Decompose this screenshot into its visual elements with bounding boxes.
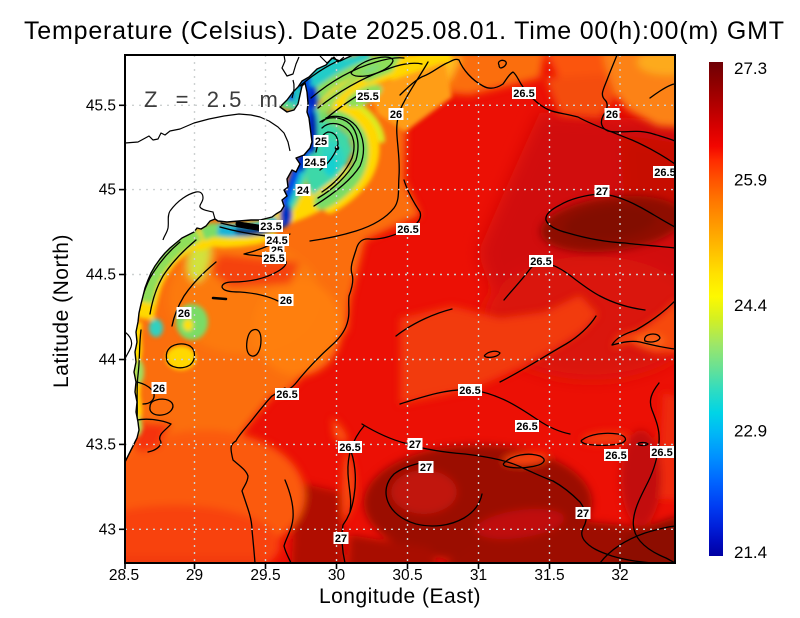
svg-text:43: 43 <box>99 521 116 538</box>
svg-text:24: 24 <box>297 185 310 197</box>
svg-text:26.5: 26.5 <box>516 421 537 433</box>
svg-text:45.5: 45.5 <box>86 97 116 114</box>
svg-text:27.3: 27.3 <box>734 59 767 78</box>
svg-text:44.5: 44.5 <box>86 267 116 284</box>
svg-text:26.5: 26.5 <box>654 167 675 179</box>
svg-text:Z = 2.5 m: Z = 2.5 m <box>144 87 280 112</box>
svg-text:Temperature (Celsius). Date 20: Temperature (Celsius). Date 2025.08.01. … <box>24 17 785 45</box>
svg-text:26: 26 <box>280 295 292 307</box>
svg-text:25.5: 25.5 <box>357 91 378 103</box>
svg-text:27: 27 <box>420 462 432 474</box>
svg-text:21.4: 21.4 <box>734 543 767 562</box>
svg-text:25.9: 25.9 <box>734 171 767 190</box>
svg-text:26: 26 <box>178 308 190 320</box>
svg-text:26.5: 26.5 <box>605 450 626 462</box>
svg-text:30: 30 <box>328 567 346 584</box>
svg-text:26.5: 26.5 <box>530 256 551 268</box>
svg-text:32: 32 <box>611 567 628 584</box>
svg-text:45: 45 <box>99 182 116 199</box>
svg-text:22.9: 22.9 <box>734 422 767 441</box>
svg-text:26.5: 26.5 <box>397 224 418 236</box>
svg-text:Longitude (East): Longitude (East) <box>319 585 481 608</box>
svg-text:30.5: 30.5 <box>392 567 422 584</box>
svg-text:44: 44 <box>99 352 117 369</box>
svg-text:27: 27 <box>409 439 421 451</box>
svg-text:31: 31 <box>470 567 487 584</box>
svg-text:26.5: 26.5 <box>339 442 360 454</box>
svg-text:24.4: 24.4 <box>734 296 767 315</box>
svg-text:24.5: 24.5 <box>304 157 325 169</box>
svg-text:27: 27 <box>335 533 347 545</box>
svg-text:26: 26 <box>153 383 165 395</box>
svg-text:26.5: 26.5 <box>513 88 534 100</box>
svg-text:25.5: 25.5 <box>263 253 284 265</box>
svg-text:26: 26 <box>390 109 402 121</box>
svg-text:26.5: 26.5 <box>276 389 297 401</box>
svg-text:27: 27 <box>577 508 589 520</box>
svg-text:26.5: 26.5 <box>651 447 672 459</box>
svg-text:28.5: 28.5 <box>109 567 139 584</box>
svg-text:29: 29 <box>186 567 203 584</box>
svg-text:Latitude (North): Latitude (North) <box>50 234 73 388</box>
svg-text:26: 26 <box>606 109 618 121</box>
svg-text:25: 25 <box>315 136 327 148</box>
svg-text:31.5: 31.5 <box>534 567 564 584</box>
svg-text:29.5: 29.5 <box>250 567 280 584</box>
svg-text:27: 27 <box>596 186 608 198</box>
svg-text:26.5: 26.5 <box>459 385 480 397</box>
svg-text:23.5: 23.5 <box>260 221 281 233</box>
svg-text:43.5: 43.5 <box>86 436 116 453</box>
